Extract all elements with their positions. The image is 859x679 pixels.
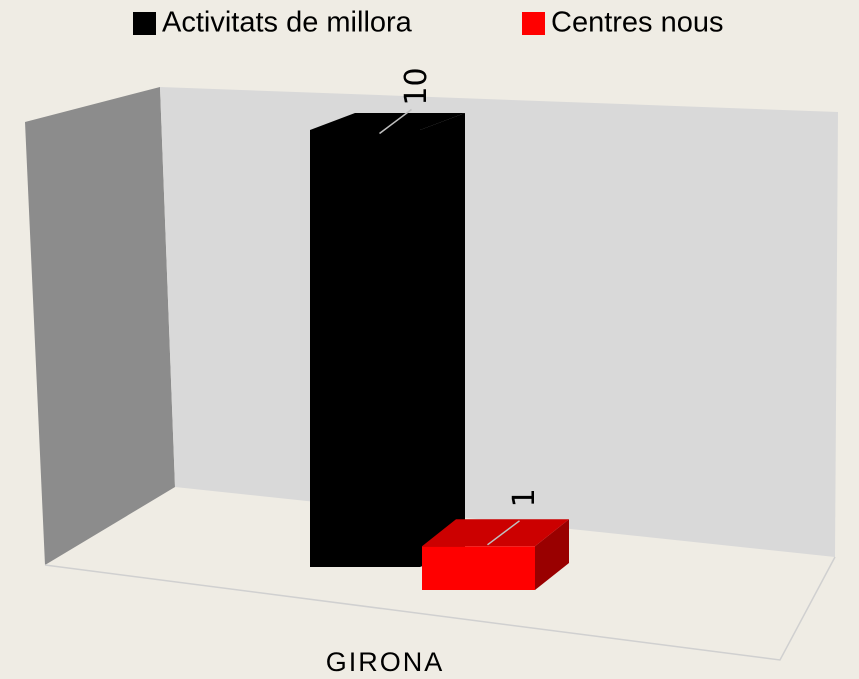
floor-outline: [44, 556, 836, 661]
bar-top: [422, 519, 569, 547]
bar-side: [535, 519, 569, 590]
bar: [422, 546, 535, 590]
legend-swatch: [522, 12, 545, 35]
legend-swatch: [133, 12, 156, 35]
back-wall: [160, 87, 838, 557]
legend-label: Centres nous: [551, 7, 724, 39]
bar: [310, 130, 420, 567]
data-label: 10: [399, 67, 434, 105]
x-tick-label: GIRONA: [326, 647, 445, 677]
legend-label: Activitats de millora: [162, 7, 413, 39]
bar-side: [420, 113, 465, 567]
leader-line: [487, 520, 520, 546]
left-wall: [25, 87, 175, 565]
bar-top: [310, 113, 465, 130]
data-label: 1: [507, 488, 542, 507]
leader-line: [379, 108, 412, 135]
